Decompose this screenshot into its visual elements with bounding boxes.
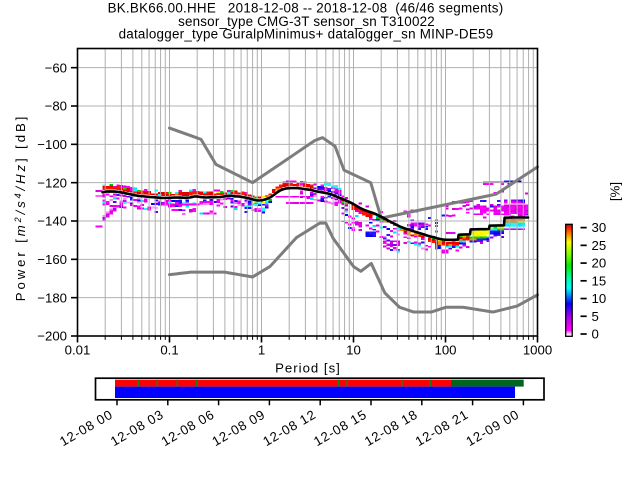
svg-text:−120: −120 [37, 175, 67, 190]
svg-text:BK.BK66.00.HHE 2018-12-08 --: BK.BK66.00.HHE 2018-12-08 -- 2018-12-08 … [108, 0, 504, 15]
svg-text:0.1: 0.1 [160, 343, 178, 358]
svg-text:1000: 1000 [523, 343, 552, 358]
svg-text:1: 1 [258, 343, 265, 358]
svg-text:5: 5 [592, 309, 599, 324]
svg-text:10: 10 [592, 291, 607, 306]
svg-text:25: 25 [592, 238, 607, 253]
svg-text:−60: −60 [45, 60, 67, 75]
svg-text:−100: −100 [37, 137, 67, 152]
svg-text:100: 100 [434, 343, 456, 358]
svg-text:sensor_type CMG-3T sensor_sn T: sensor_type CMG-3T sensor_sn T310022 [178, 14, 435, 29]
svg-text:[%]: [%] [608, 182, 623, 201]
svg-text:−180: −180 [37, 290, 67, 305]
svg-text:15: 15 [592, 273, 607, 288]
svg-text:0.01: 0.01 [65, 343, 91, 358]
svg-text:20: 20 [592, 256, 607, 271]
svg-text:Power [m2/s4/Hz] [dB]: Power [m2/s4/Hz] [dB] [13, 114, 28, 301]
svg-text:−80: −80 [45, 99, 67, 114]
svg-text:datalogger_type GuralpMinimus+: datalogger_type GuralpMinimus+ datalogge… [119, 26, 494, 41]
svg-text:−160: −160 [37, 252, 67, 267]
svg-text:10: 10 [346, 343, 361, 358]
svg-text:30: 30 [592, 220, 607, 235]
svg-text:0: 0 [592, 327, 599, 342]
svg-text:−140: −140 [37, 214, 67, 229]
svg-text:−200: −200 [37, 329, 67, 344]
svg-text:Period [s]: Period [s] [275, 360, 341, 375]
